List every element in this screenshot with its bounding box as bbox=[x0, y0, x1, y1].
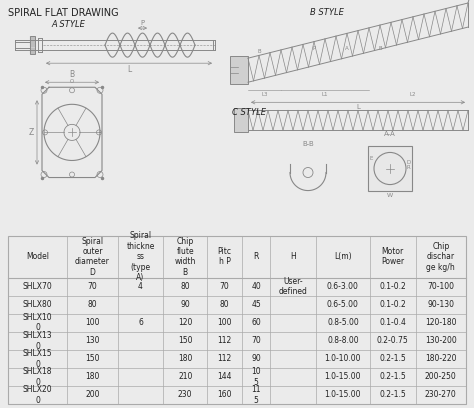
Text: 144: 144 bbox=[217, 373, 232, 381]
Text: 10
5: 10 5 bbox=[251, 367, 261, 387]
Text: 120-180: 120-180 bbox=[425, 318, 456, 327]
Text: R: R bbox=[407, 165, 411, 170]
Text: 90-130: 90-130 bbox=[427, 300, 454, 309]
Text: 0.2-1.5: 0.2-1.5 bbox=[379, 373, 406, 381]
Text: SHLX70: SHLX70 bbox=[23, 282, 53, 291]
Text: 1.0-15.00: 1.0-15.00 bbox=[325, 390, 361, 399]
Text: D: D bbox=[407, 160, 411, 165]
Text: 120: 120 bbox=[178, 318, 192, 327]
Text: L2: L2 bbox=[410, 92, 416, 97]
Text: 230-270: 230-270 bbox=[425, 390, 456, 399]
Text: L1: L1 bbox=[322, 92, 328, 97]
Text: Model: Model bbox=[26, 252, 49, 261]
Text: Z: Z bbox=[29, 128, 34, 137]
Text: 11
5: 11 5 bbox=[251, 385, 261, 405]
Text: C STYLE: C STYLE bbox=[232, 109, 266, 118]
Text: 90: 90 bbox=[180, 300, 190, 309]
Text: B: B bbox=[69, 70, 74, 79]
Text: 112: 112 bbox=[218, 355, 232, 364]
Text: 180-220: 180-220 bbox=[425, 355, 456, 364]
Text: 60: 60 bbox=[251, 318, 261, 327]
Text: 100: 100 bbox=[217, 318, 232, 327]
Text: B-B: B-B bbox=[302, 142, 314, 147]
Text: 0.6-3.00: 0.6-3.00 bbox=[327, 282, 359, 291]
Text: Chip
flute
width
B: Chip flute width B bbox=[174, 237, 196, 277]
Text: 70: 70 bbox=[88, 282, 97, 291]
Text: SHLX20
0: SHLX20 0 bbox=[23, 385, 53, 405]
Text: 70-100: 70-100 bbox=[427, 282, 454, 291]
Text: 0.1-0.4: 0.1-0.4 bbox=[379, 318, 406, 327]
Text: Pitc
h P: Pitc h P bbox=[218, 247, 232, 266]
Text: Chip
dischar
ge kg/h: Chip dischar ge kg/h bbox=[427, 242, 455, 271]
Text: Spiral
outer
diameter
D: Spiral outer diameter D bbox=[75, 237, 110, 277]
Text: 0.8-5.00: 0.8-5.00 bbox=[327, 318, 359, 327]
Text: 112: 112 bbox=[218, 336, 232, 345]
Text: 150: 150 bbox=[178, 336, 192, 345]
Text: 160: 160 bbox=[217, 390, 232, 399]
Bar bbox=[30, 36, 35, 54]
Text: 70: 70 bbox=[219, 282, 229, 291]
Text: H: H bbox=[290, 252, 296, 261]
Text: 0.2-0.75: 0.2-0.75 bbox=[377, 336, 409, 345]
Text: 200: 200 bbox=[85, 390, 100, 399]
Text: W: W bbox=[387, 193, 393, 197]
Text: 40: 40 bbox=[251, 282, 261, 291]
Text: 80: 80 bbox=[220, 300, 229, 309]
Text: L(m): L(m) bbox=[334, 252, 352, 261]
Text: 210: 210 bbox=[178, 373, 192, 381]
Text: SPIRAL FLAT DRAWING: SPIRAL FLAT DRAWING bbox=[8, 8, 118, 18]
Text: 1.0-15.00: 1.0-15.00 bbox=[325, 373, 361, 381]
Text: A-A: A-A bbox=[384, 131, 396, 137]
Text: 230: 230 bbox=[178, 390, 192, 399]
Text: 200-250: 200-250 bbox=[425, 373, 456, 381]
Text: Motor
Power: Motor Power bbox=[381, 247, 404, 266]
Text: Spiral
thickne
ss
(type
A): Spiral thickne ss (type A) bbox=[126, 231, 155, 282]
Text: 130: 130 bbox=[85, 336, 100, 345]
Text: SHLX10
0: SHLX10 0 bbox=[23, 313, 53, 333]
Text: E: E bbox=[370, 156, 373, 161]
Text: P: P bbox=[140, 20, 145, 26]
Text: 70: 70 bbox=[251, 336, 261, 345]
Text: 90: 90 bbox=[251, 355, 261, 364]
Text: 150: 150 bbox=[85, 355, 100, 364]
Text: P: P bbox=[312, 46, 316, 51]
Text: 180: 180 bbox=[178, 355, 192, 364]
Text: 45: 45 bbox=[251, 300, 261, 309]
Text: B STYLE: B STYLE bbox=[310, 8, 344, 17]
Text: L3: L3 bbox=[261, 92, 268, 97]
Text: 0.2-1.5: 0.2-1.5 bbox=[379, 390, 406, 399]
Text: 4: 4 bbox=[138, 282, 143, 291]
Text: 0.6-5.00: 0.6-5.00 bbox=[327, 300, 359, 309]
Bar bbox=[230, 56, 248, 84]
Text: 0.8-8.00: 0.8-8.00 bbox=[327, 336, 359, 345]
Text: 80: 80 bbox=[181, 282, 190, 291]
Bar bbox=[234, 109, 248, 132]
Text: B: B bbox=[257, 49, 261, 54]
Text: L: L bbox=[127, 65, 131, 74]
Text: SHLX15
0: SHLX15 0 bbox=[23, 349, 53, 368]
Text: 1.0-10.00: 1.0-10.00 bbox=[325, 355, 361, 364]
Text: SHLX18
0: SHLX18 0 bbox=[23, 367, 52, 387]
Text: 0.1-0.2: 0.1-0.2 bbox=[379, 282, 406, 291]
Text: User-
defined: User- defined bbox=[279, 277, 308, 296]
Text: 0.1-0.2: 0.1-0.2 bbox=[379, 300, 406, 309]
Text: R: R bbox=[254, 252, 259, 261]
Text: SHLX13
0: SHLX13 0 bbox=[23, 331, 53, 350]
Text: A: A bbox=[345, 46, 349, 51]
Text: SHLX80: SHLX80 bbox=[23, 300, 53, 309]
Text: A STYLE: A STYLE bbox=[51, 20, 85, 29]
Text: 6: 6 bbox=[138, 318, 143, 327]
Text: 80: 80 bbox=[88, 300, 97, 309]
Text: B: B bbox=[378, 46, 382, 51]
Bar bbox=[368, 146, 412, 191]
Text: 0.2-1.5: 0.2-1.5 bbox=[379, 355, 406, 364]
Text: 180: 180 bbox=[85, 373, 100, 381]
Text: L: L bbox=[356, 104, 360, 110]
Text: 130-200: 130-200 bbox=[425, 336, 456, 345]
Text: O: O bbox=[70, 79, 74, 84]
Text: 100: 100 bbox=[85, 318, 100, 327]
